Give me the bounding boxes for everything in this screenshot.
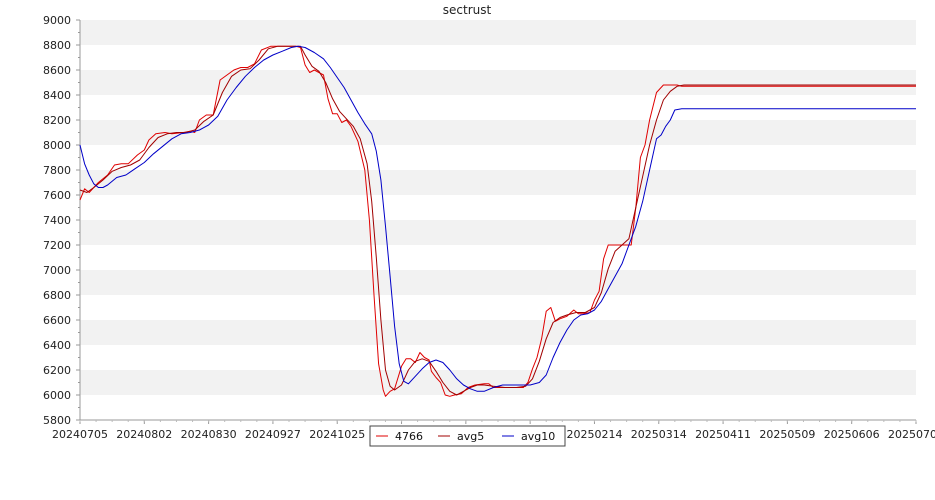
legend: 4766 avg5 avg10 (369, 425, 566, 447)
grid-band (80, 170, 916, 195)
series-line-4766 (79, 45, 916, 397)
grid-band (80, 70, 916, 95)
y-tick-label: 7000 (43, 264, 71, 277)
x-tick-label: 20240830 (181, 428, 237, 441)
legend-label: avg5 (457, 430, 484, 443)
y-tick-label: 8800 (43, 39, 71, 52)
grid-bands (80, 20, 916, 395)
legend-label: avg10 (521, 430, 555, 443)
y-tick-label: 7400 (43, 214, 71, 227)
grid-band (80, 370, 916, 395)
y-tick-label: 8000 (43, 139, 71, 152)
series-layer (79, 45, 916, 397)
y-tick-label: 7600 (43, 189, 71, 202)
y-tick-label: 6800 (43, 289, 71, 302)
x-tick-label: 20240927 (245, 428, 301, 441)
legend-label: 4766 (395, 430, 423, 443)
y-tick-label: 8600 (43, 64, 71, 77)
x-tick-label: 20250704 (888, 428, 935, 441)
grid-band (80, 320, 916, 345)
x-tick-label: 20250509 (759, 428, 815, 441)
grid-band (80, 20, 916, 45)
series-line-avg10 (79, 45, 916, 392)
x-tick-label: 20240705 (52, 428, 108, 441)
y-tick-label: 8200 (43, 114, 71, 127)
chart-title: sectrust (443, 3, 492, 17)
y-tick-label: 7200 (43, 239, 71, 252)
grid-band (80, 220, 916, 245)
y-tick-label: 6000 (43, 389, 71, 402)
x-tick-label: 20240802 (116, 428, 172, 441)
x-tick-label: 20250606 (824, 428, 880, 441)
x-tick-label: 20241025 (309, 428, 365, 441)
grid-band (80, 120, 916, 145)
y-tick-label: 5800 (43, 414, 71, 427)
y-tick-label: 9000 (43, 14, 71, 27)
legend-box (369, 425, 566, 447)
y-tick-label: 6600 (43, 314, 71, 327)
x-tick-label: 20250314 (631, 428, 687, 441)
axes: 5800 6000 6200 6400 6600 6800 7000 7200 7400 7600… (43, 14, 935, 441)
y-tick-label: 8400 (43, 89, 71, 102)
grid-band (80, 270, 916, 295)
y-tick-label: 6200 (43, 364, 71, 377)
x-tick-label: 20250411 (695, 428, 751, 441)
x-tick-label: 20250214 (566, 428, 622, 441)
series-line-avg5 (79, 45, 916, 396)
y-tick-label: 7800 (43, 164, 71, 177)
y-tick-label: 6400 (43, 339, 71, 352)
